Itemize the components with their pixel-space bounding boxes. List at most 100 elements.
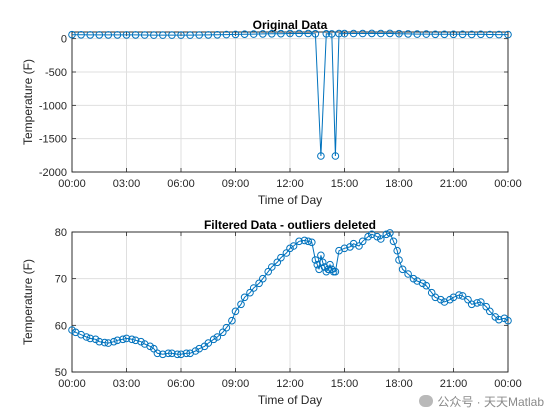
y-tick-label: 50: [55, 367, 67, 379]
x-tick-label: 12:00: [276, 378, 304, 390]
y-axis-label: Temperature (F): [21, 59, 35, 145]
data-point: [404, 30, 412, 38]
data-point: [377, 235, 385, 243]
data-point: [311, 30, 320, 38]
data-point: [68, 30, 76, 39]
data-point: [349, 29, 358, 38]
x-tick-label: 18:00: [385, 378, 413, 390]
data-point: [140, 31, 149, 39]
data-point: [240, 30, 249, 39]
data-point: [477, 298, 485, 306]
data-point: [113, 336, 122, 345]
grid-lines: [72, 32, 508, 172]
data-point: [177, 31, 185, 39]
data-point: [249, 284, 258, 292]
data-point: [268, 30, 276, 38]
data-point: [289, 242, 298, 250]
data-point: [495, 30, 503, 39]
data-point: [95, 31, 104, 39]
data-point: [467, 300, 476, 309]
data-point: [153, 349, 162, 358]
data-point: [195, 31, 203, 39]
data-point: [277, 29, 285, 38]
data-point: [86, 31, 94, 39]
x-tick-label: 21:00: [440, 178, 468, 190]
data-point: [95, 337, 104, 346]
data-point: [222, 323, 231, 332]
series-markers: [68, 229, 512, 359]
data-point: [482, 302, 491, 311]
data-point: [300, 236, 309, 245]
x-tick-label: 00:00: [58, 378, 86, 390]
y-tick-label: 70: [55, 274, 67, 286]
data-point: [328, 30, 336, 38]
data-point: [86, 334, 94, 343]
data-point: [358, 29, 367, 38]
data-point: [464, 295, 472, 304]
data-point: [322, 30, 331, 38]
data-point: [177, 350, 185, 359]
y-tick-label: 80: [55, 227, 67, 239]
data-point: [368, 29, 376, 38]
grid-lines: [72, 232, 508, 372]
data-point: [137, 337, 145, 346]
data-point: [308, 238, 316, 247]
series-markers: [68, 29, 512, 160]
x-tick-label: 03:00: [113, 178, 141, 190]
data-point: [113, 31, 122, 39]
data-point: [440, 30, 449, 39]
data-point: [304, 29, 313, 38]
data-point: [486, 30, 494, 39]
data-point: [119, 335, 127, 344]
y-tick-label: 60: [55, 320, 67, 332]
data-point: [173, 350, 182, 359]
data-point: [295, 29, 303, 38]
data-point: [204, 31, 213, 39]
data-point: [204, 339, 213, 347]
plot-title: Filtered Data - outliers deleted: [204, 218, 376, 232]
data-point: [237, 300, 245, 309]
data-point: [240, 293, 249, 302]
data-point: [164, 349, 173, 358]
data-point: [246, 288, 254, 297]
data-point: [168, 349, 176, 358]
data-point: [395, 29, 403, 38]
data-point: [259, 274, 267, 283]
y-tick-label: 0: [61, 34, 67, 46]
data-point: [377, 29, 385, 38]
data-point: [449, 30, 458, 39]
data-point: [331, 267, 340, 276]
data-point: [458, 292, 467, 300]
plot-filtered-data: 00:00 03:00 06:00 09:00 12:00 15:00 18:00 21:00…: [21, 218, 522, 407]
data-point: [191, 347, 200, 355]
x-tick-label: 00:00: [494, 378, 522, 390]
data-point: [486, 307, 494, 316]
data-point: [317, 251, 325, 260]
watermark-text: 公众号 · 天天Matlab: [437, 395, 544, 409]
data-point: [413, 30, 422, 38]
x-tick-label: 15:00: [331, 178, 359, 190]
data-point: [326, 260, 334, 269]
data-point: [255, 279, 263, 288]
plot-title: Original Data: [253, 18, 328, 32]
x-tick-label: 15:00: [331, 378, 359, 390]
y-tick-label: -1000: [39, 100, 67, 112]
wechat-icon: [419, 395, 434, 407]
plot-original-data: 00:00 03:00 06:00 09:00 12:00 15:00 18:00 21:00…: [21, 18, 522, 207]
data-point: [418, 279, 427, 288]
data-point: [110, 337, 118, 346]
data-point: [422, 281, 431, 290]
data-point: [504, 30, 512, 39]
data-point: [282, 249, 291, 257]
data-point: [150, 344, 158, 353]
data-point: [386, 29, 394, 38]
x-axis-label: Time of Day: [258, 193, 322, 207]
data-point: [228, 316, 236, 325]
data-point: [318, 258, 327, 267]
data-point: [364, 232, 372, 241]
data-point: [150, 31, 158, 39]
y-axis-label: Temperature (F): [21, 259, 35, 345]
data-point: [495, 315, 503, 324]
series-line: [71, 32, 508, 157]
